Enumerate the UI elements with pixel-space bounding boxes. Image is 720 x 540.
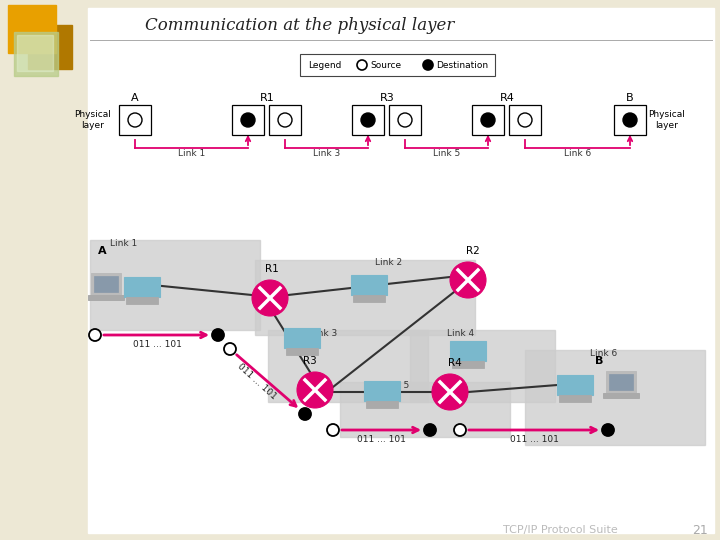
Bar	[90, 240, 260, 330]
Bar	[300, 54, 495, 76]
Circle shape	[450, 262, 486, 298]
Text: A: A	[98, 246, 107, 256]
Circle shape	[423, 60, 433, 70]
Bar	[559, 395, 591, 402]
Bar	[351, 275, 387, 295]
Text: Link 5: Link 5	[433, 149, 461, 158]
Bar	[509, 105, 541, 135]
Bar	[91, 273, 121, 295]
Bar	[603, 393, 639, 398]
Circle shape	[224, 343, 236, 355]
Circle shape	[398, 113, 412, 127]
Text: Link 5: Link 5	[382, 381, 409, 390]
Bar	[94, 276, 118, 292]
Bar	[124, 277, 160, 297]
Text: 21: 21	[692, 523, 708, 537]
Circle shape	[89, 329, 101, 341]
Bar	[17, 35, 53, 71]
Text: B: B	[626, 93, 634, 103]
Circle shape	[361, 113, 375, 127]
Text: TCP/IP Protocol Suite: TCP/IP Protocol Suite	[503, 525, 617, 535]
Circle shape	[518, 113, 532, 127]
Circle shape	[424, 424, 436, 436]
Bar	[28, 25, 72, 69]
Text: Communication at the physical layer: Communication at the physical layer	[145, 17, 454, 33]
Bar	[268, 330, 428, 402]
Text: 011 ... 101: 011 ... 101	[235, 361, 278, 401]
Text: Legend: Legend	[308, 62, 341, 71]
Text: R3: R3	[303, 356, 317, 366]
Bar	[88, 8, 714, 533]
Bar	[353, 295, 385, 302]
Circle shape	[481, 113, 495, 127]
Bar	[284, 328, 320, 348]
Bar	[88, 295, 124, 300]
Text: R4: R4	[448, 358, 462, 368]
Bar	[14, 32, 58, 76]
Text: Link 3: Link 3	[310, 329, 337, 338]
Bar	[606, 371, 636, 393]
Bar	[366, 401, 398, 408]
Text: Physical
layer: Physical layer	[649, 110, 685, 130]
Circle shape	[602, 424, 614, 436]
Text: A: A	[131, 93, 139, 103]
Text: Link 4: Link 4	[447, 329, 474, 338]
Circle shape	[278, 113, 292, 127]
Text: Link 3: Link 3	[313, 149, 341, 158]
Text: R2: R2	[466, 246, 480, 256]
Bar	[119, 105, 151, 135]
Circle shape	[454, 424, 466, 436]
Circle shape	[623, 113, 637, 127]
Bar	[126, 297, 158, 304]
Text: Physical
layer: Physical layer	[75, 110, 112, 130]
Circle shape	[212, 329, 224, 341]
Text: R1: R1	[260, 93, 274, 103]
Bar	[410, 330, 555, 402]
Text: Link 2: Link 2	[375, 258, 402, 267]
Bar	[255, 260, 475, 335]
Text: Destination: Destination	[436, 62, 488, 71]
Bar	[557, 375, 593, 395]
Circle shape	[297, 372, 333, 408]
Circle shape	[252, 280, 288, 316]
Bar	[8, 5, 56, 53]
Text: R4: R4	[500, 93, 514, 103]
Circle shape	[299, 408, 311, 420]
Bar	[352, 105, 384, 135]
Bar	[232, 105, 264, 135]
Text: Link 1: Link 1	[179, 149, 206, 158]
Bar	[450, 341, 486, 361]
Bar	[452, 361, 484, 368]
Circle shape	[327, 424, 339, 436]
Text: Source: Source	[370, 62, 401, 71]
Text: R1: R1	[265, 264, 279, 274]
Circle shape	[128, 113, 142, 127]
Circle shape	[357, 60, 367, 70]
Text: R3: R3	[379, 93, 395, 103]
Bar	[364, 381, 400, 401]
Text: Link 6: Link 6	[564, 149, 592, 158]
Text: B: B	[595, 356, 603, 366]
Circle shape	[241, 113, 255, 127]
Bar	[525, 350, 705, 445]
Circle shape	[432, 374, 468, 410]
Bar	[609, 374, 633, 390]
Bar	[472, 105, 504, 135]
Bar	[286, 348, 318, 355]
Text: Link 6: Link 6	[590, 349, 617, 358]
Text: 011 ... 101: 011 ... 101	[132, 340, 181, 349]
Bar	[340, 382, 510, 437]
Text: 011 ... 101: 011 ... 101	[510, 435, 559, 444]
Text: Link 1: Link 1	[110, 239, 138, 248]
Text: 011 ... 101: 011 ... 101	[356, 435, 405, 444]
Bar	[269, 105, 301, 135]
Bar	[389, 105, 421, 135]
Bar	[614, 105, 646, 135]
